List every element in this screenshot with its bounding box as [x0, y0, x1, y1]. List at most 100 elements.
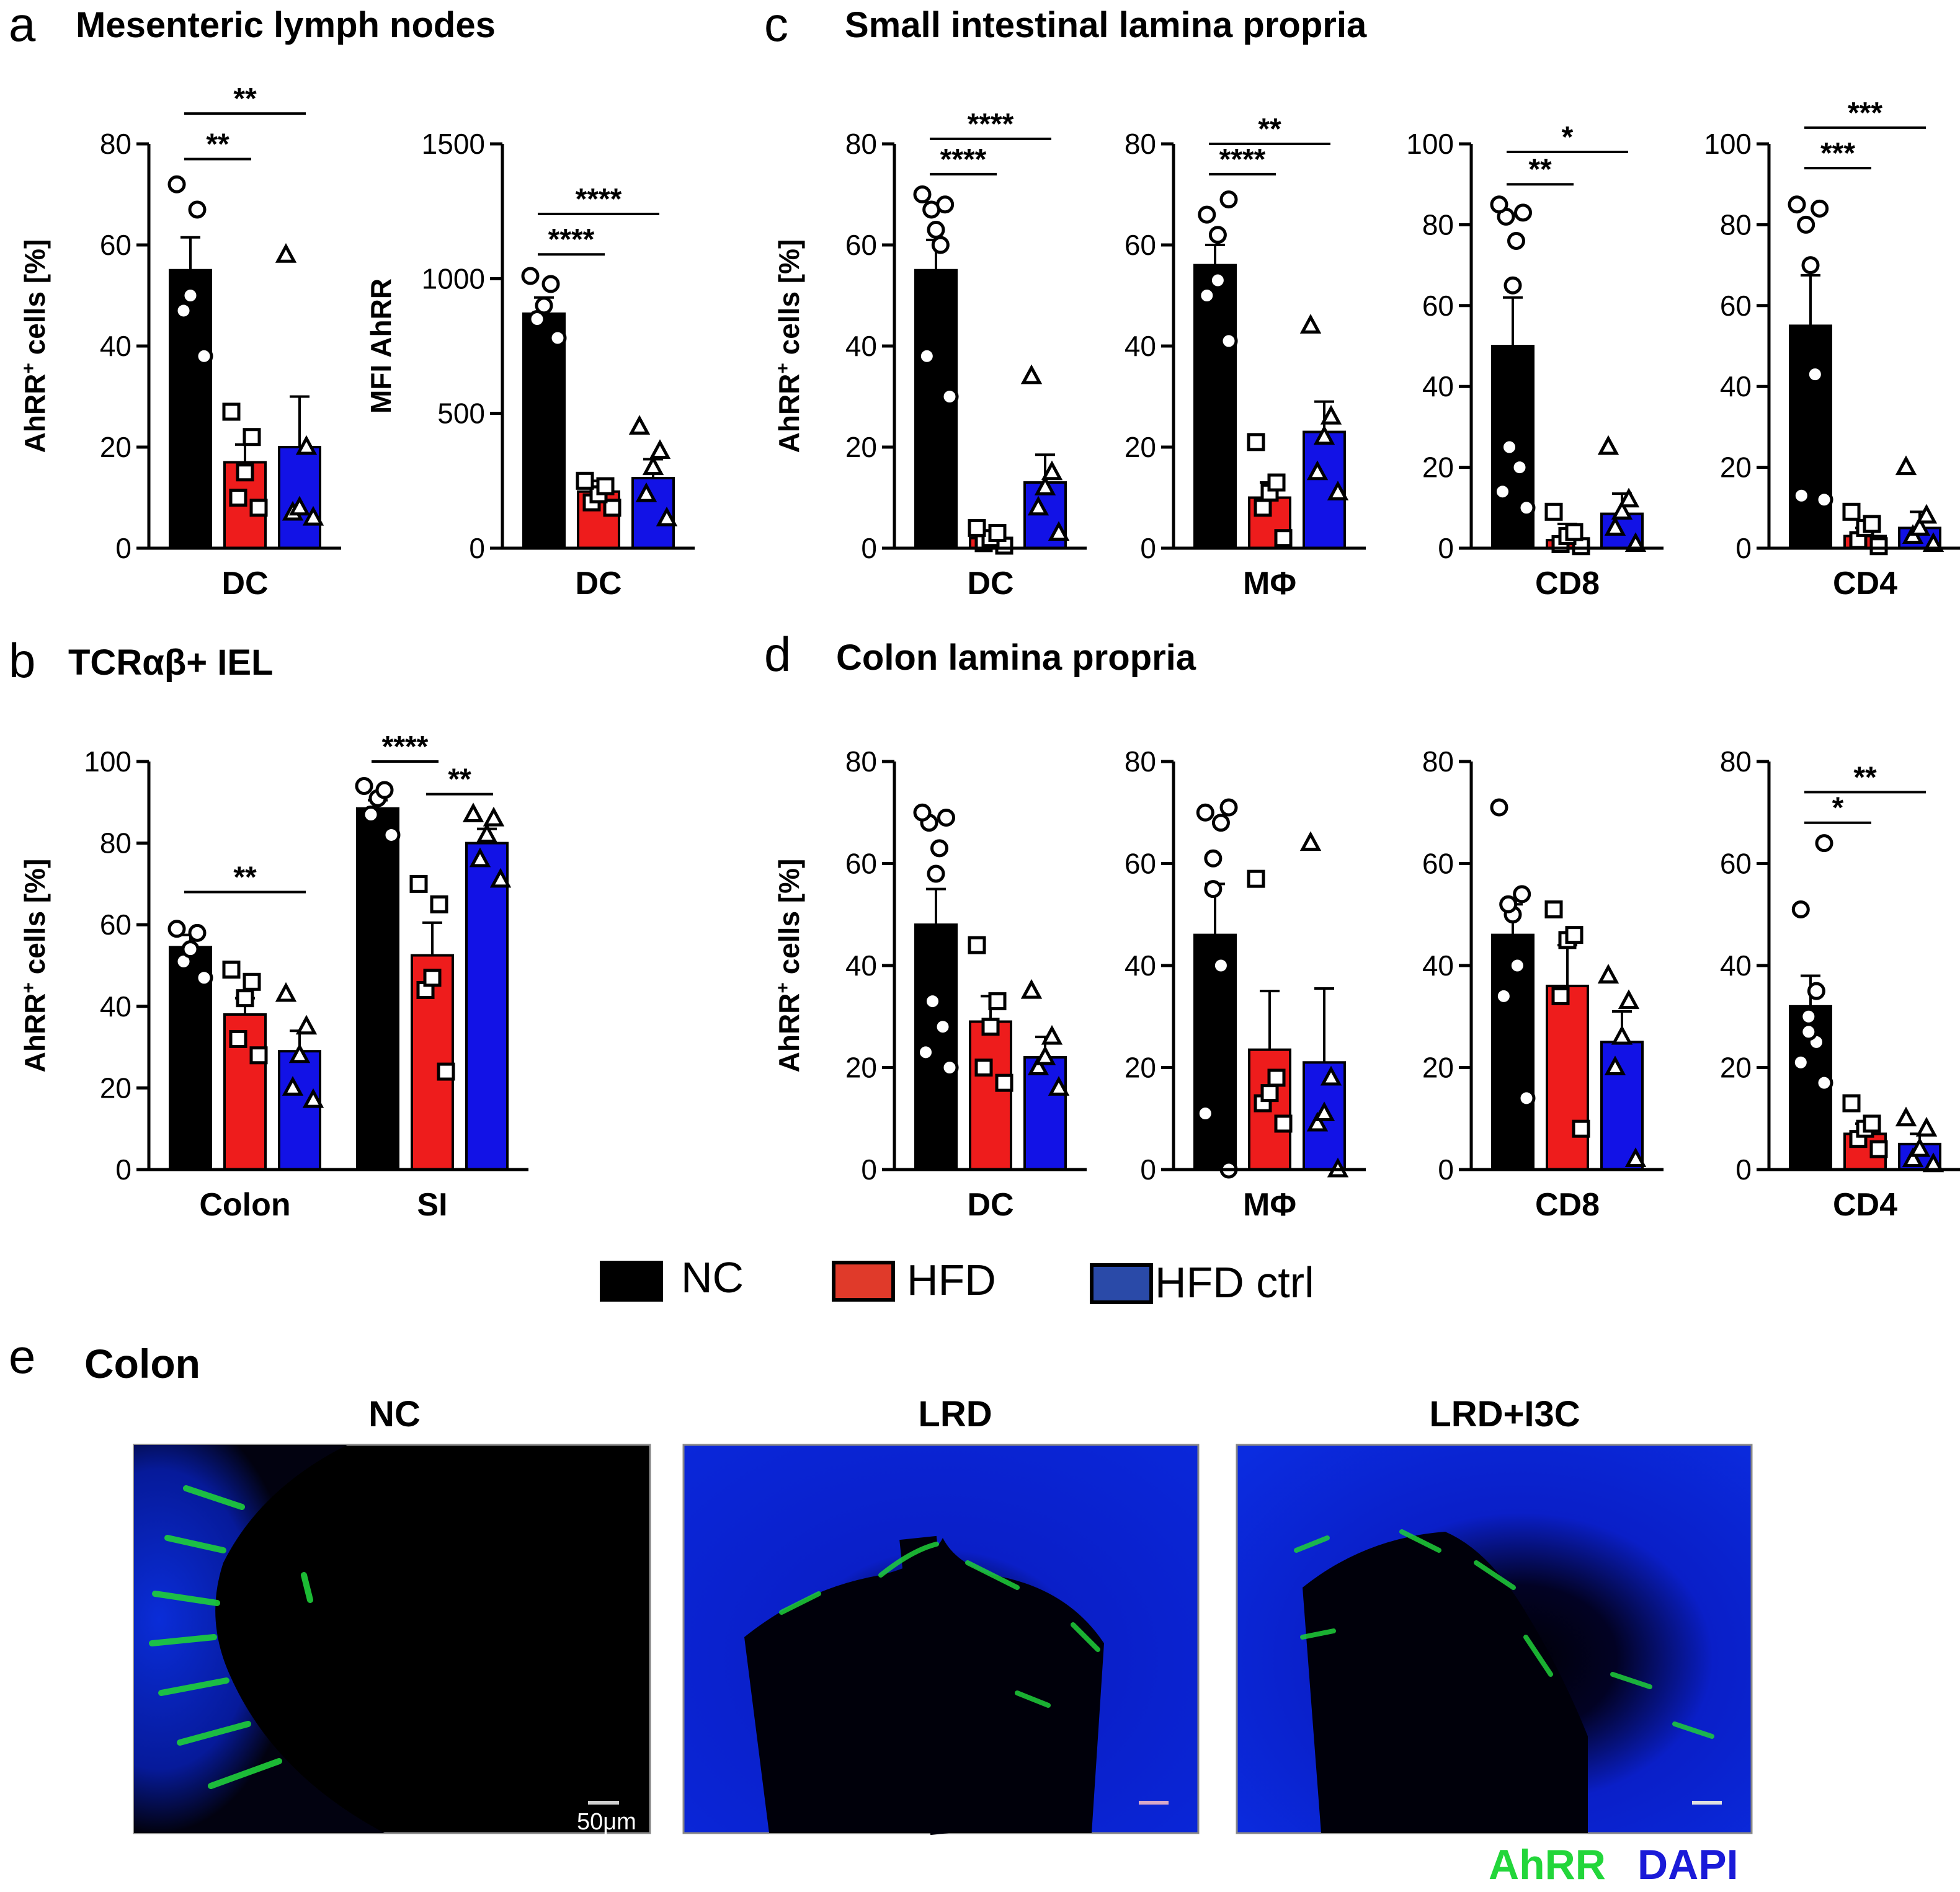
legend-swatch-hfd-ctrl — [1090, 1263, 1153, 1304]
data-point-hfd — [596, 477, 615, 495]
data-point-hfd-ctrl — [1041, 460, 1063, 481]
y-tick-label: 0 — [861, 532, 877, 564]
y-axis-label: AhRR+ cells [%] — [19, 239, 51, 453]
data-point-hfd-ctrl — [288, 495, 311, 516]
chart-a1: 0 20 40 60 80 AhRR+ cells [%] DC **** — [19, 82, 341, 602]
y-tick-label: 40 — [845, 330, 877, 362]
significance-label: *** — [1848, 97, 1882, 130]
data-point-nc — [940, 1059, 959, 1077]
y-tick-label: 1000 — [422, 262, 485, 295]
y-tick-label: 40 — [1422, 370, 1454, 402]
data-point-hfd-ctrl — [1299, 831, 1322, 851]
significance-label: ** — [448, 763, 471, 796]
data-point-hfd — [1551, 987, 1570, 1005]
bar-hfd-ctrl — [465, 842, 509, 1171]
data-point-nc — [1503, 276, 1522, 295]
y-tick-label: 0 — [469, 532, 485, 564]
data-point-hfd-ctrl — [1027, 1055, 1049, 1075]
data-point-nc — [1494, 987, 1513, 1005]
data-point-nc — [1208, 226, 1227, 244]
data-point-hfd — [1863, 515, 1881, 533]
data-point-hfd-ctrl — [1624, 1147, 1647, 1168]
scale-bar-label: 50μm — [577, 1809, 636, 1835]
data-point-hfd — [243, 972, 261, 991]
micrograph-title-nc: NC — [368, 1394, 421, 1434]
y-tick-label: 0 — [1140, 532, 1156, 564]
data-point-nc — [1788, 195, 1806, 214]
data-point-hfd — [222, 402, 241, 421]
chart-a2: 0 500 1000 1500 MFI AhRR DC **** **** — [365, 128, 695, 602]
legend-swatch-nc — [600, 1261, 663, 1302]
data-point-nc — [1791, 1053, 1810, 1072]
data-point-nc — [1196, 803, 1214, 822]
data-point-hfd-ctrl — [642, 455, 664, 476]
y-tick-label: 60 — [1720, 848, 1752, 880]
data-point-nc — [174, 301, 193, 320]
data-point-nc — [1490, 195, 1508, 214]
data-point-hfd-ctrl — [1611, 500, 1633, 520]
data-point-hfd-ctrl — [469, 847, 491, 868]
panel-e-letter: e — [9, 1329, 35, 1383]
data-point-nc — [382, 825, 401, 844]
y-tick-label: 80 — [100, 827, 131, 859]
scale-bar-nc: 50μm — [577, 1801, 636, 1835]
data-point-hfd-ctrl — [1048, 521, 1070, 541]
data-point-nc — [181, 940, 200, 959]
chart-d3: 0 20 40 60 80 CD8 — [1422, 745, 1664, 1223]
data-point-nc — [1208, 271, 1227, 290]
y-tick-label: 20 — [1720, 451, 1752, 484]
data-point-nc — [1219, 190, 1238, 209]
significance-label: **** — [382, 731, 429, 763]
data-point-nc — [167, 175, 186, 193]
data-point-hfd — [423, 969, 442, 987]
micrograph-nc: 50μm — [133, 1444, 651, 1835]
stain-label-dapi: DAPI — [1637, 1841, 1738, 1888]
data-point-hfd-ctrl — [1034, 475, 1056, 495]
y-axis-label: MFI AhRR — [365, 278, 397, 414]
data-point-hfd-ctrl — [1320, 1065, 1342, 1086]
data-point-hfd — [243, 428, 261, 446]
y-tick-label: 0 — [861, 1153, 877, 1186]
y-tick-label: 60 — [845, 848, 877, 880]
data-point-hfd-ctrl — [1604, 516, 1626, 536]
x-category-label: CD8 — [1535, 566, 1600, 602]
y-tick-label: 1500 — [422, 128, 485, 160]
data-point-nc — [1508, 956, 1526, 975]
bar-nc — [522, 312, 566, 549]
stain-label-ahrr: AhRR — [1489, 1841, 1606, 1888]
legend-label-hfd: HFD — [907, 1256, 996, 1304]
data-point-nc — [933, 1018, 952, 1036]
y-tick-label: 100 — [84, 745, 131, 778]
significance-label: ** — [206, 128, 229, 161]
data-point-hfd — [981, 1018, 1000, 1036]
bar-hfd — [1546, 984, 1589, 1171]
significance-label: **** — [968, 108, 1014, 141]
data-point-nc — [937, 808, 955, 827]
data-point-hfd — [1869, 537, 1888, 556]
data-point-hfd-ctrl — [1895, 1106, 1917, 1127]
data-point-nc — [375, 781, 394, 799]
data-point-nc — [1198, 205, 1216, 224]
y-tick-label: 60 — [1125, 848, 1156, 880]
data-point-nc — [1494, 482, 1512, 501]
data-point-nc — [1513, 885, 1531, 904]
data-point-hfd-ctrl — [1020, 979, 1043, 999]
bar-nc — [1491, 933, 1535, 1171]
y-tick-label: 40 — [1720, 370, 1752, 402]
y-tick-label: 20 — [1125, 1052, 1156, 1084]
data-point-hfd — [1254, 499, 1272, 517]
data-point-nc — [1500, 438, 1518, 456]
data-point-nc — [917, 347, 936, 365]
significance-label: **** — [548, 223, 595, 256]
data-point-hfd — [1274, 1114, 1293, 1133]
data-point-hfd — [1267, 473, 1286, 492]
data-point-hfd — [968, 518, 986, 537]
data-point-hfd-ctrl — [1624, 532, 1647, 552]
chart-d2: 0 20 40 60 80 MΦ — [1125, 745, 1366, 1223]
data-point-hfd-ctrl — [1909, 516, 1931, 536]
x-category-label: Colon — [199, 1187, 290, 1223]
y-tick-label: 0 — [1140, 1153, 1156, 1186]
y-tick-label: 60 — [845, 229, 877, 261]
